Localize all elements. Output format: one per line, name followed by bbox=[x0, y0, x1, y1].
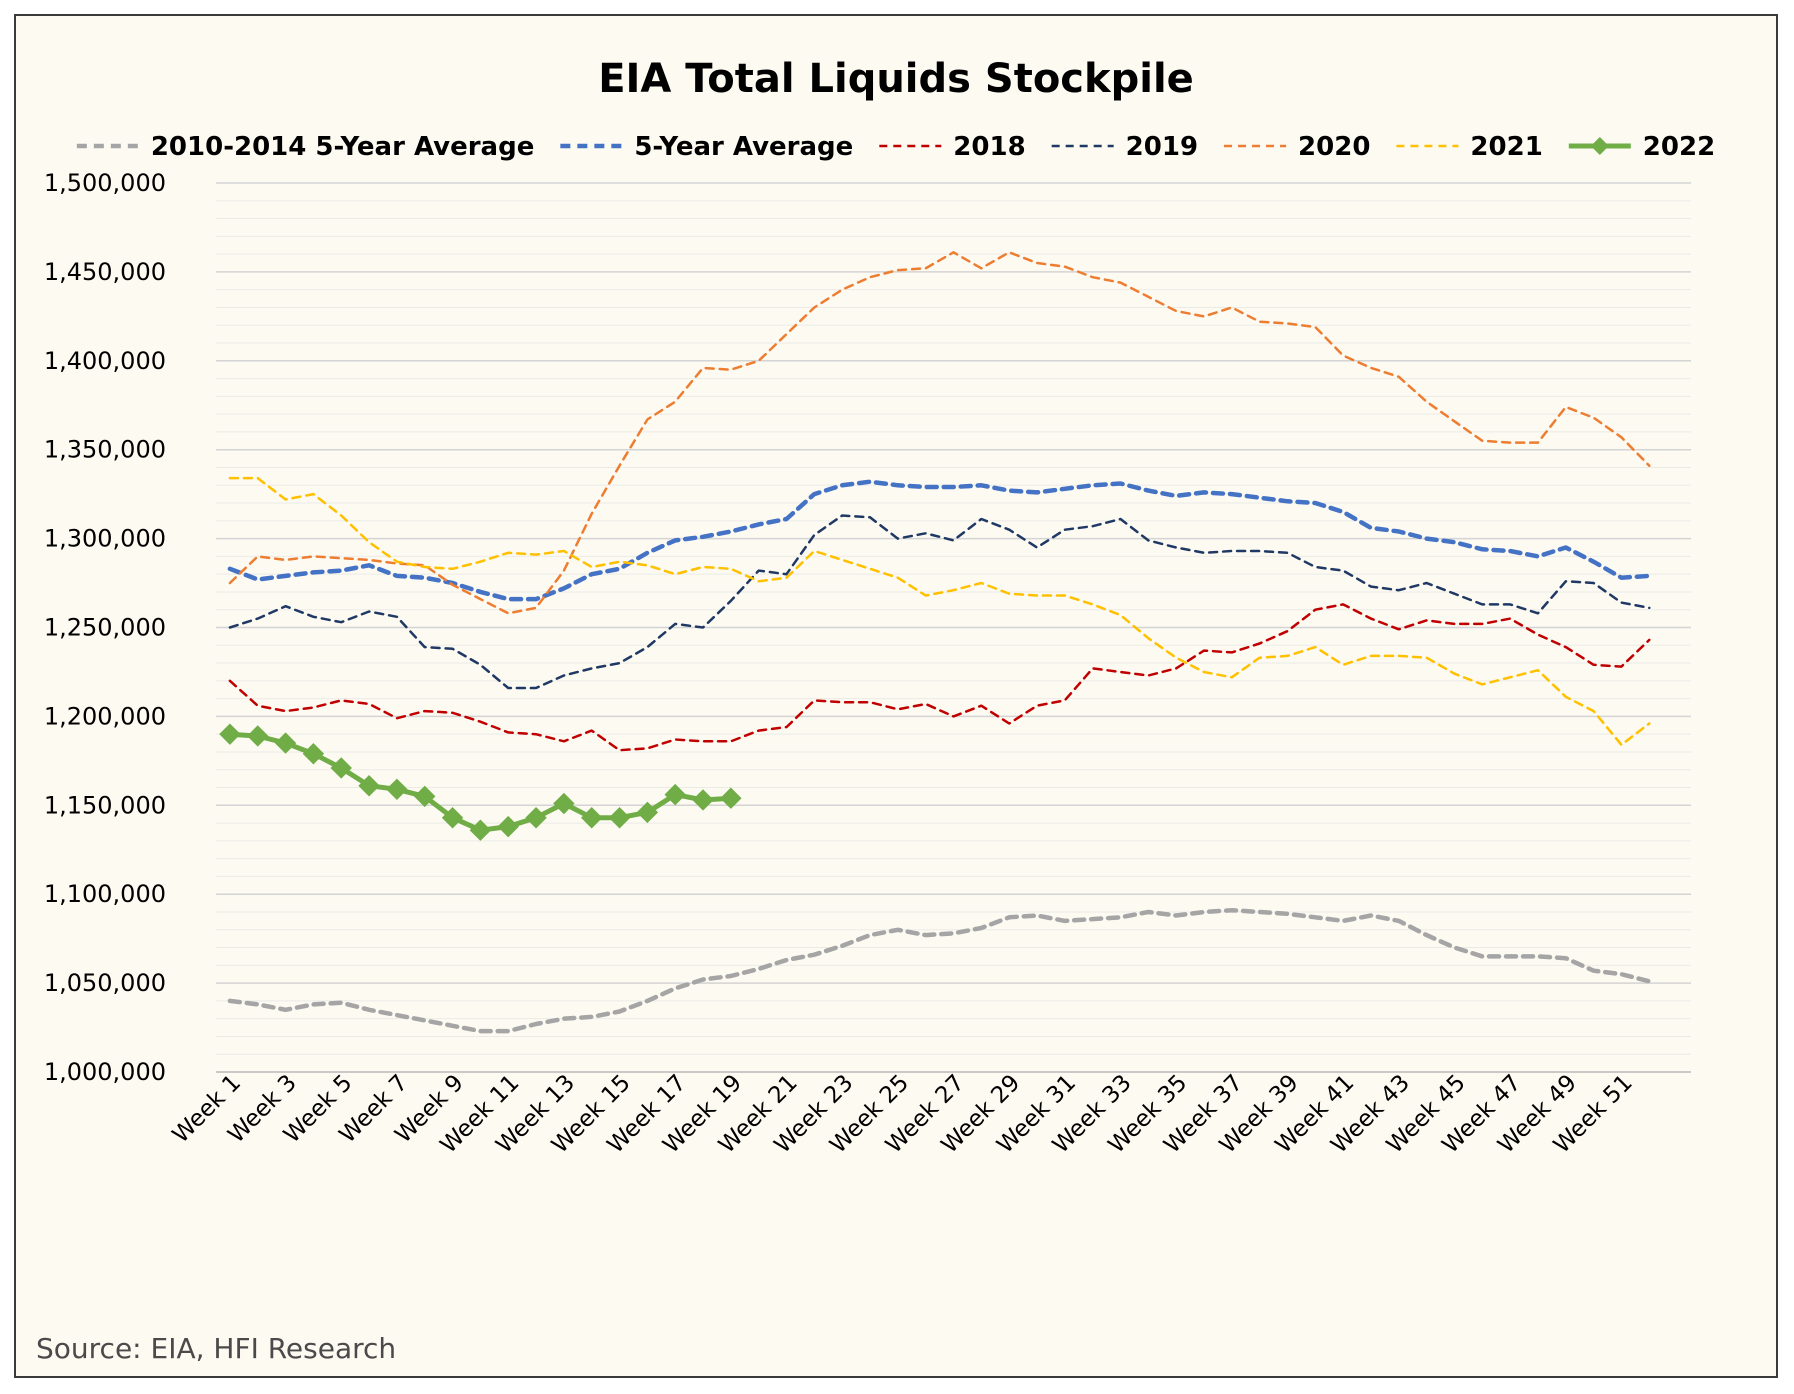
legend-label: 5-Year Average bbox=[634, 132, 853, 162]
y-tick-label: 1,050,000 bbox=[44, 969, 166, 997]
y-axis: 1,000,000 1,050,000 1,100,000 1,150,000 1,20… bbox=[44, 169, 166, 1086]
y-tick-label: 1,150,000 bbox=[44, 791, 166, 819]
line-chart: EIA Total Liquids Stockpile 2010-2014 5-… bbox=[36, 56, 1715, 1365]
gridlines bbox=[216, 182, 1691, 1073]
legend-label: 2022 bbox=[1643, 132, 1715, 162]
data-point-marker bbox=[330, 757, 352, 779]
legend-marker bbox=[1590, 137, 1609, 155]
y-tick-label: 1,450,000 bbox=[44, 258, 166, 286]
y-tick-label: 1,300,000 bbox=[44, 525, 166, 553]
series-line-2022 bbox=[227, 731, 734, 833]
y-tick-label: 1,400,000 bbox=[44, 347, 166, 375]
data-point-marker bbox=[581, 807, 603, 829]
series-line-2020 bbox=[228, 251, 1651, 615]
series-line-5-year-average bbox=[227, 479, 1652, 602]
legend-label: 2021 bbox=[1470, 132, 1542, 162]
data-point-marker bbox=[553, 792, 575, 815]
y-tick-label: 1,350,000 bbox=[44, 436, 166, 464]
data-point-marker bbox=[414, 785, 436, 808]
y-tick-label: 1,200,000 bbox=[44, 702, 166, 730]
series-line-2010-2014-5-year-average bbox=[227, 907, 1652, 1034]
series-line-2021 bbox=[228, 476, 1651, 747]
chart-title: EIA Total Liquids Stockpile bbox=[598, 56, 1194, 102]
legend-label: 2018 bbox=[953, 132, 1025, 162]
chart-container: EIA Total Liquids Stockpile 2010-2014 5-… bbox=[14, 14, 1778, 1378]
data-point-marker bbox=[358, 775, 380, 797]
data-point-marker bbox=[636, 801, 659, 824]
data-point-marker bbox=[525, 807, 547, 829]
y-tick-label: 1,250,000 bbox=[44, 614, 166, 642]
data-point-marker bbox=[247, 725, 269, 747]
data-point-marker bbox=[469, 819, 492, 841]
series-layer bbox=[219, 251, 1652, 1034]
data-point-marker bbox=[664, 783, 686, 806]
data-point-marker bbox=[274, 732, 297, 754]
data-point-marker bbox=[386, 778, 408, 801]
y-tick-label: 1,000,000 bbox=[44, 1058, 166, 1086]
legend-label: 2010-2014 5-Year Average bbox=[151, 132, 535, 162]
data-point-marker bbox=[302, 743, 325, 765]
data-point-marker bbox=[692, 789, 714, 811]
data-point-marker bbox=[608, 807, 631, 829]
data-point-marker bbox=[497, 815, 519, 838]
series-line-2018 bbox=[228, 603, 1651, 752]
legend-label: 2019 bbox=[1126, 132, 1198, 162]
y-tick-label: 1,100,000 bbox=[44, 880, 166, 908]
data-point-marker bbox=[219, 723, 241, 745]
legend: 2010-2014 5-Year Average 5-Year Average 20… bbox=[76, 132, 1715, 162]
source-note: Source: EIA, HFI Research bbox=[36, 1332, 396, 1365]
data-point-marker bbox=[720, 787, 742, 809]
y-tick-label: 1,500,000 bbox=[44, 169, 166, 197]
data-point-marker bbox=[441, 807, 464, 829]
series-line-2019 bbox=[228, 514, 1651, 690]
legend-label: 2020 bbox=[1298, 132, 1370, 162]
